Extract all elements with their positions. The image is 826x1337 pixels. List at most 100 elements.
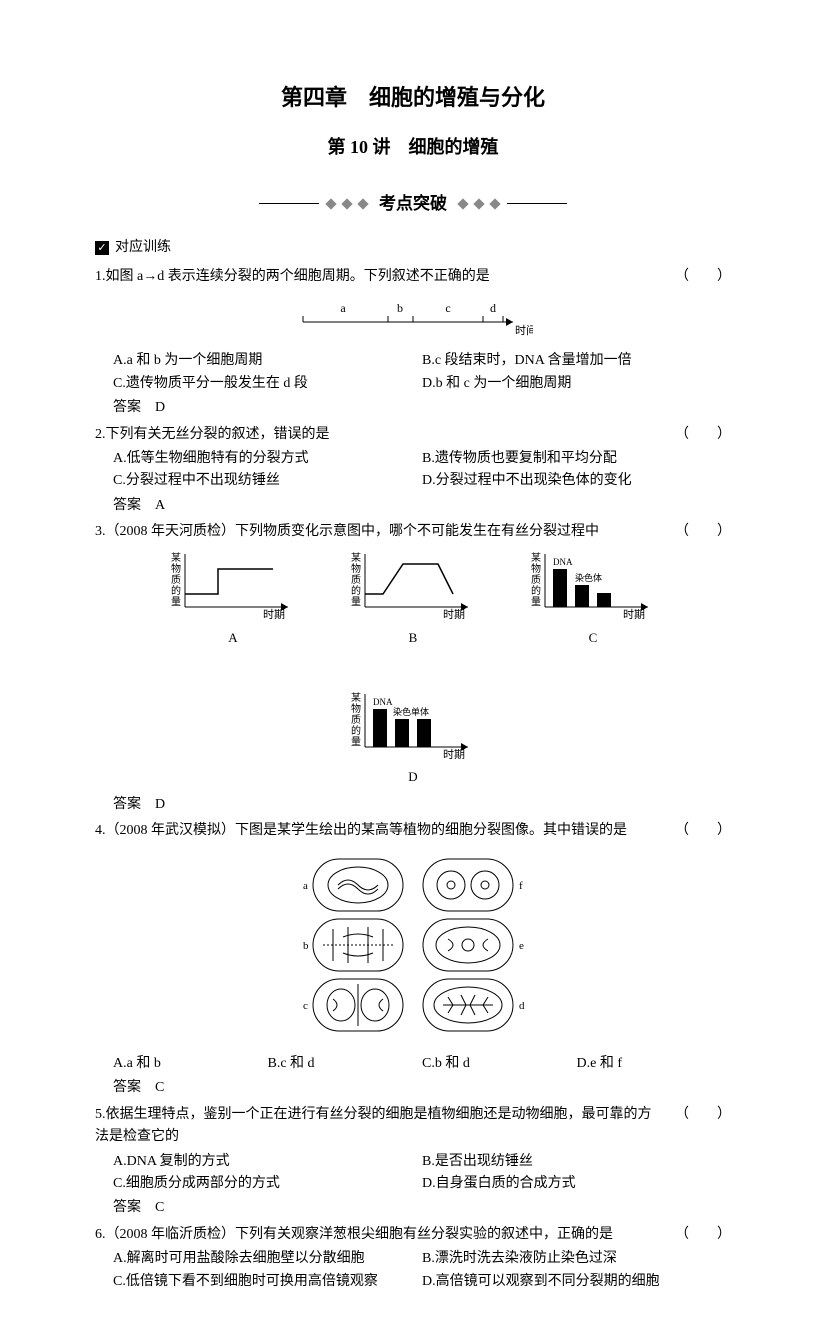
q3-stem: 3.（2008 年天河质检）下列物质变化示意图中，哪个不可能发生在有丝分裂过程中 [95,521,655,543]
q4-stem: 4.（2008 年武汉模拟）下图是某学生绘出的某高等植物的细胞分裂图像。其中错误… [95,820,655,842]
q4-option-d: D.e 和 f [577,1053,732,1075]
diamond-icon [457,198,468,209]
svg-text:时期: 时期 [443,608,465,619]
svg-text:a: a [303,880,308,892]
q4-option-c: C.b 和 d [422,1053,577,1075]
q5-answer: 答案C [95,1197,731,1219]
answer-blank: （ ） [675,1104,731,1126]
svg-text:物: 物 [171,562,181,575]
svg-text:物: 物 [351,702,361,715]
svg-text:物: 物 [351,562,361,575]
diamond-icon [357,198,368,209]
q1-figure: a b c d 时间 [95,294,731,344]
answer-blank: （ ） [675,521,731,543]
q5-option-b: B.是否出现纺锤丝 [422,1151,731,1173]
diamond-icon [473,198,484,209]
q1-option-d: D.b 和 c 为一个细胞周期 [422,373,731,395]
svg-text:某: 某 [171,552,181,564]
svg-text:a: a [340,301,346,315]
q2-option-c: C.分裂过程中不出现纺锤丝 [113,470,422,492]
q5-option-d: D.自身蛋白质的合成方式 [422,1173,731,1195]
question-2: 2.下列有关无丝分裂的叙述，错误的是 （ ） A.低等生物细胞特有的分裂方式 B… [95,424,731,518]
chart-a-label: A [163,628,303,649]
svg-text:质: 质 [531,574,541,586]
lecture-title: 第 10 讲 细胞的增殖 [95,133,731,162]
q5-stem: 5.依据生理特点，鉴别一个正在进行有丝分裂的细胞是植物细胞还是动物细胞，最可靠的… [95,1104,655,1149]
q1-stem: 1.如图 a→d 表示连续分裂的两个细胞周期。下列叙述不正确的是 [95,266,655,288]
answer-blank: （ ） [675,820,731,842]
q6-option-b: B.漂洗时洗去染液防止染色过深 [422,1248,731,1270]
svg-text:的: 的 [351,724,361,737]
q3-figure: 某 物 质 的 量 时期 A 某 物 质 的 量 [95,549,731,787]
svg-text:的: 的 [531,584,541,597]
svg-text:物: 物 [531,562,541,575]
q3-answer: 答案D [95,794,731,816]
svg-text:质: 质 [351,714,361,726]
training-header: ✓ 对应训练 [95,237,731,259]
q6-option-d: D.高倍镜可以观察到不同分裂期的细胞 [422,1271,731,1293]
divider-line [259,203,319,204]
q5-option-c: C.细胞质分成两部分的方式 [113,1173,422,1195]
chart-c-label: C [523,628,663,649]
q4-answer: 答案C [95,1077,731,1099]
svg-text:量: 量 [351,736,361,748]
question-1: 1.如图 a→d 表示连续分裂的两个细胞周期。下列叙述不正确的是 （ ） a b… [95,266,731,420]
chart-a: 某 物 质 的 量 时期 A [163,549,303,648]
svg-text:量: 量 [351,596,361,608]
checkmark-icon: ✓ [95,241,109,255]
svg-text:c: c [303,1000,308,1012]
chart-d-label: D [343,767,483,788]
question-6: 6.（2008 年临沂质检）下列有关观察洋葱根尖细胞有丝分裂实验的叙述中，正确的… [95,1224,731,1293]
diamond-icon [325,198,336,209]
q6-option-c: C.低倍镜下看不到细胞时可换用高倍镜观察 [113,1271,422,1293]
question-4: 4.（2008 年武汉模拟）下图是某学生绘出的某高等植物的细胞分裂图像。其中错误… [95,820,731,1100]
svg-text:染色体: 染色体 [575,572,602,583]
svg-text:f: f [519,880,523,892]
q1-option-b: B.c 段结束时，DNA 含量增加一倍 [422,350,731,372]
section-divider: 考点突破 [95,190,731,217]
section-label: 考点突破 [375,190,451,217]
svg-text:e: e [519,940,524,952]
svg-text:b: b [303,940,309,952]
answer-blank: （ ） [675,424,731,446]
svg-text:某: 某 [351,552,361,564]
q1-option-a: A.a 和 b 为一个细胞周期 [113,350,422,372]
svg-text:c: c [445,301,450,315]
q2-stem: 2.下列有关无丝分裂的叙述，错误的是 [95,424,655,446]
svg-text:的: 的 [351,584,361,597]
question-5: 5.依据生理特点，鉴别一个正在进行有丝分裂的细胞是植物细胞还是动物细胞，最可靠的… [95,1104,731,1220]
svg-text:时间: 时间 [515,324,533,336]
svg-text:某: 某 [351,692,361,704]
chart-b: 某 物 质 的 量 时期 B [343,549,483,648]
svg-text:某: 某 [531,552,541,564]
svg-text:染色单体: 染色单体 [393,706,429,717]
question-3: 3.（2008 年天河质检）下列物质变化示意图中，哪个不可能发生在有丝分裂过程中… [95,521,731,816]
divider-line [507,203,567,204]
q5-option-a: A.DNA 复制的方式 [113,1151,422,1173]
diamond-icon [489,198,500,209]
q4-option-a: A.a 和 b [113,1053,268,1075]
q2-option-b: B.遗传物质也要复制和平均分配 [422,448,731,470]
svg-text:时期: 时期 [443,748,465,759]
svg-text:的: 的 [171,584,181,597]
svg-text:DNA: DNA [373,697,393,707]
svg-text:时期: 时期 [263,608,285,619]
q2-option-d: D.分裂过程中不出现染色体的变化 [422,470,731,492]
svg-text:d: d [490,301,496,315]
q2-answer: 答案A [95,495,731,517]
answer-blank: （ ） [675,1224,731,1246]
q2-option-a: A.低等生物细胞特有的分裂方式 [113,448,422,470]
chart-c: 某 物 质 的 量 DNA 染色体 时期 C [523,549,663,648]
svg-text:b: b [397,301,403,315]
q6-option-a: A.解离时可用盐酸除去细胞壁以分散细胞 [113,1248,422,1270]
q1-answer: 答案D [95,397,731,419]
chart-d: 某 物 质 的 量 DNA 染色单体 时期 D [343,689,483,788]
svg-text:质: 质 [171,574,181,586]
q1-option-c: C.遗传物质平分一般发生在 d 段 [113,373,422,395]
q6-stem: 6.（2008 年临沂质检）下列有关观察洋葱根尖细胞有丝分裂实验的叙述中，正确的… [95,1224,655,1246]
chart-b-label: B [343,628,483,649]
svg-text:DNA: DNA [553,557,573,567]
answer-blank: （ ） [675,266,731,288]
training-label: 对应训练 [115,237,171,259]
q4-option-b: B.c 和 d [268,1053,423,1075]
